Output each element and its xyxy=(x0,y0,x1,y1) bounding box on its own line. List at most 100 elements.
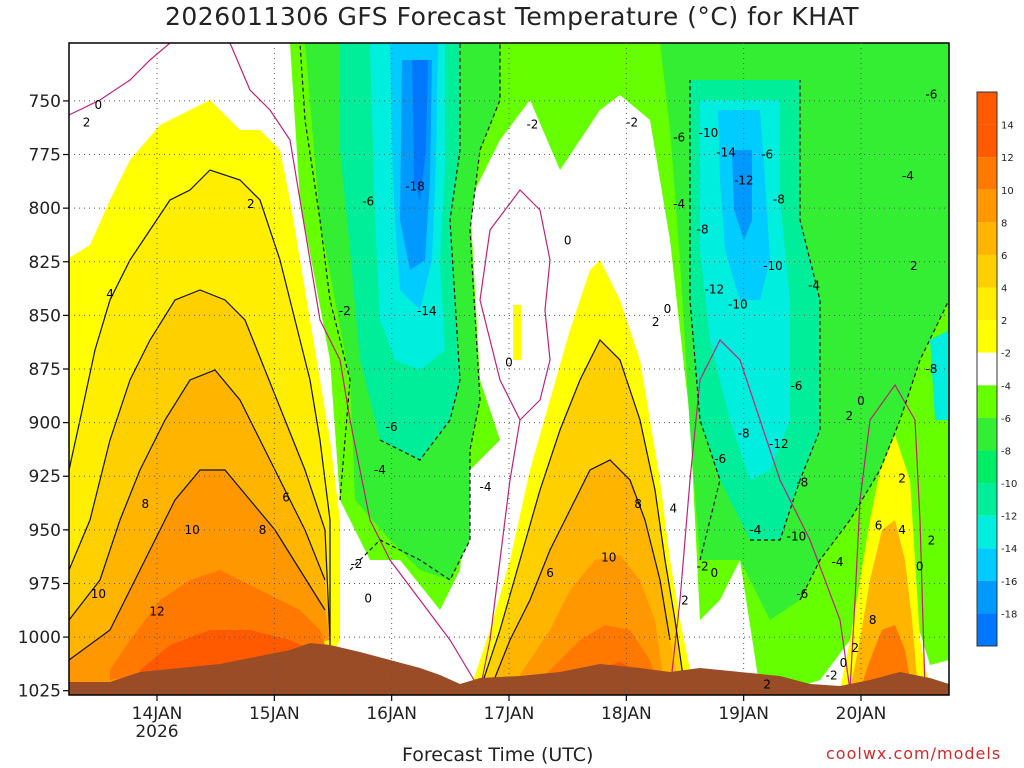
terrain-ground xyxy=(69,643,949,695)
colorbar-swatch xyxy=(977,613,997,646)
colorbar-label: -10 xyxy=(1001,479,1017,490)
x-tick-label: 20JAN xyxy=(836,704,887,724)
contour-label: -2 xyxy=(626,115,638,129)
x-tick-label: 14JAN xyxy=(132,704,183,724)
contour-label: 2 xyxy=(851,641,859,655)
contour-label: -4 xyxy=(832,555,844,569)
y-tick-label: 925 xyxy=(29,467,61,487)
contour-label: -14 xyxy=(716,145,736,159)
contour-label: 2 xyxy=(845,409,853,423)
contour-label: 10 xyxy=(185,523,200,537)
colorbar-swatch xyxy=(977,450,997,484)
contour-label: -6 xyxy=(790,379,802,393)
contour-label: 8 xyxy=(141,497,149,511)
x-tick-label: 17JAN xyxy=(484,704,535,724)
x-tick-label: 19JAN xyxy=(718,704,769,724)
contour-line-dashed-6 xyxy=(799,299,949,601)
contour-line-dashed-1 xyxy=(299,43,351,501)
zero-isotherm-1 xyxy=(69,43,481,691)
contour-label: 2 xyxy=(763,677,771,691)
colorbar-label: -6 xyxy=(1001,414,1011,425)
credit-text: coolwx.com/models xyxy=(826,744,1002,763)
colorbar-swatch xyxy=(977,417,997,451)
contour-label: -6 xyxy=(796,587,808,601)
y-tick-label: 800 xyxy=(29,199,61,219)
y-tick-label: 1025 xyxy=(18,682,61,702)
contour-line-dashed-4 xyxy=(689,80,721,561)
colorbar-frame xyxy=(976,91,998,647)
cold-region2-core-3 xyxy=(732,150,752,240)
colorbar-label: -16 xyxy=(1001,577,1017,588)
contour-label: 10 xyxy=(91,587,106,601)
y-tick-label: 750 xyxy=(29,92,61,112)
contour-label: -6 xyxy=(714,452,726,466)
contour-label: 4 xyxy=(669,501,677,515)
y-tick-label: 825 xyxy=(29,253,61,273)
contour-label: 6 xyxy=(282,491,290,505)
contour-label: -10 xyxy=(699,126,719,140)
y-tick-label: 975 xyxy=(29,574,61,594)
contour-label: -4 xyxy=(673,197,685,211)
contour-line-solid-3 xyxy=(69,369,326,621)
contour-line-solid-6 xyxy=(489,459,671,691)
warm-region-1-hot xyxy=(140,630,310,680)
contour-label: -4 xyxy=(374,463,386,477)
contour-label: 2 xyxy=(681,594,689,608)
contour-label: -8 xyxy=(925,362,937,376)
contour-label: 6 xyxy=(546,566,554,580)
x-tick-label: 15JAN xyxy=(249,704,300,724)
contour-label: -12 xyxy=(769,437,789,451)
contour-line-solid-1 xyxy=(69,169,331,645)
colorbar-swatch xyxy=(977,385,997,418)
colorbar-label: -14 xyxy=(1001,544,1017,555)
contour-label: -2 xyxy=(339,304,351,318)
contour-line-solid-2 xyxy=(69,289,331,641)
colorbar-swatch xyxy=(977,483,997,516)
contour-label: 0 xyxy=(95,98,103,112)
y-tick-label: 1000 xyxy=(18,628,61,648)
contour-label: 8 xyxy=(259,523,267,537)
contour-label: -6 xyxy=(362,195,374,209)
colorbar-cap xyxy=(977,92,997,125)
contour-line-dashed-2 xyxy=(349,43,501,581)
contour-label: -8 xyxy=(697,223,709,237)
contour-label: -10 xyxy=(763,259,783,273)
chart-title: 2026011306 GFS Forecast Temperature (°C)… xyxy=(164,2,860,31)
contour-label: -2 xyxy=(350,557,362,571)
colorbar-swatch xyxy=(977,254,997,288)
colorbar-label: 8 xyxy=(1001,218,1007,229)
contour-label: -14 xyxy=(417,304,437,318)
contour-label: 0 xyxy=(840,656,848,670)
contour-label: 2 xyxy=(247,197,255,211)
contour-label: 0 xyxy=(505,356,513,370)
contour-label: -6 xyxy=(761,148,773,162)
contour-label: 0 xyxy=(564,233,572,247)
contour-label: 2 xyxy=(652,315,660,329)
colorbar-swatch xyxy=(977,352,997,386)
contour-label: -6 xyxy=(386,420,398,434)
contour-label: 0 xyxy=(664,302,672,316)
y-tick-label: 900 xyxy=(29,414,61,434)
colorbar-label: -2 xyxy=(1001,349,1011,360)
contour-label: -2 xyxy=(697,559,709,573)
contour-label: -4 xyxy=(749,523,761,537)
contour-label: 2 xyxy=(83,115,91,129)
contour-label: 2 xyxy=(928,534,936,548)
colorbar-label: 2 xyxy=(1001,316,1007,327)
contour-label: -10 xyxy=(728,298,748,312)
contour-label: 2 xyxy=(910,259,918,273)
colorbar-label: -12 xyxy=(1001,512,1017,523)
colorbar-label: 14 xyxy=(1001,121,1014,132)
contour-label: -18 xyxy=(405,180,425,194)
contour-label: 6 xyxy=(875,519,883,533)
contour-label: -4 xyxy=(808,278,820,292)
colorbar-label: -4 xyxy=(1001,381,1011,392)
contour-label: 8 xyxy=(869,613,877,627)
x-tick-label: 18JAN xyxy=(601,704,652,724)
zero-isotherm-3 xyxy=(669,338,851,691)
x-axis-label: Forecast Time (UTC) xyxy=(402,744,594,766)
colorbar-label: 12 xyxy=(1001,153,1014,164)
contour-line-dashed-3 xyxy=(379,43,461,461)
contour-label: -6 xyxy=(925,87,937,101)
